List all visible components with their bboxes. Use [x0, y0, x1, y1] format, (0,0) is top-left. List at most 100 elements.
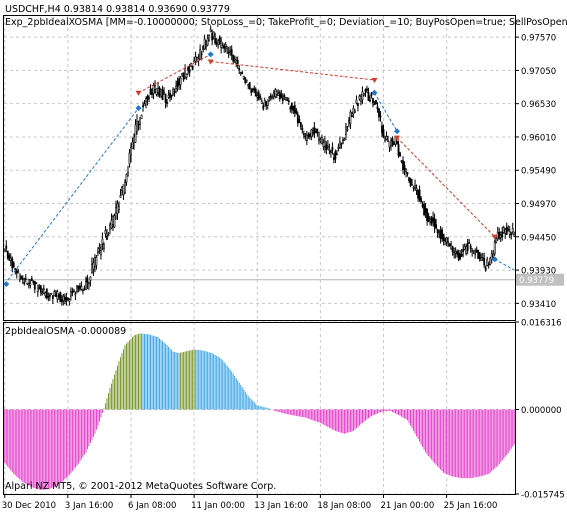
candle: [402, 156, 404, 175]
candle: [430, 216, 433, 226]
candle: [445, 236, 448, 246]
candle-body: [411, 184, 413, 186]
candle-body: [203, 38, 206, 50]
candle-body: [259, 96, 262, 98]
candle: [161, 85, 164, 101]
candle: [12, 261, 15, 269]
candle-body: [242, 75, 245, 79]
candle-body: [459, 253, 462, 259]
candle-body: [217, 40, 220, 45]
candle-body: [26, 282, 29, 285]
candle: [190, 62, 193, 67]
candle: [63, 293, 66, 305]
candle-body: [97, 251, 99, 254]
candle-body: [505, 227, 508, 235]
candle: [406, 172, 409, 177]
candle: [387, 135, 389, 142]
candle: [293, 101, 296, 117]
price-tick-label: 0.97050: [521, 67, 556, 77]
candle-body: [266, 99, 269, 106]
candle-body: [233, 58, 236, 61]
candle: [450, 240, 453, 250]
candle-body: [363, 92, 365, 96]
candle: [223, 43, 226, 53]
candle: [163, 87, 165, 95]
candle: [233, 55, 236, 63]
candle-body: [32, 281, 35, 283]
candle-body: [103, 244, 105, 249]
candle-body: [337, 147, 340, 149]
candle-body: [232, 55, 235, 62]
candle-body: [364, 89, 367, 92]
candle: [411, 178, 413, 186]
candle: [220, 37, 223, 54]
candle-body: [128, 152, 131, 165]
buy-marker: [394, 128, 401, 135]
candle-body: [474, 252, 477, 255]
candle-body: [77, 285, 80, 290]
candle: [480, 253, 483, 262]
candle-body: [313, 127, 316, 135]
candle: [281, 93, 284, 105]
candle-body: [468, 241, 471, 244]
sell-marker: [394, 135, 401, 141]
candle: [248, 81, 251, 90]
candle: [209, 25, 212, 33]
candle-body: [68, 299, 71, 302]
candle: [172, 87, 174, 97]
candle-body: [397, 144, 400, 156]
candle: [188, 64, 191, 77]
candle: [483, 252, 486, 268]
candle-body: [200, 53, 203, 56]
candle-body: [417, 190, 419, 199]
candle-body: [360, 95, 362, 102]
candle-body: [53, 291, 56, 297]
candle-body: [268, 96, 271, 99]
candle-body: [424, 208, 427, 213]
candle-body: [139, 117, 141, 125]
candle: [266, 99, 269, 110]
candle-body: [436, 229, 439, 234]
candle-body: [280, 93, 283, 99]
candle: [15, 268, 18, 279]
candle: [492, 250, 495, 259]
candle: [334, 149, 337, 163]
candle-body: [190, 63, 193, 67]
candle-body: [439, 230, 442, 239]
time-tick-label: 13 Jan 16:00: [254, 501, 308, 511]
candle-body: [208, 34, 211, 42]
candle: [26, 282, 29, 286]
candle: [466, 238, 469, 255]
candle: [313, 122, 316, 139]
candle: [265, 101, 268, 110]
candle: [326, 140, 329, 150]
candle-body: [408, 177, 410, 181]
candle: [361, 86, 364, 105]
candle-body: [38, 287, 41, 290]
price-panel: [3, 25, 516, 306]
candle-body: [427, 216, 430, 222]
candle: [24, 274, 27, 283]
symbol-header: USDCHF,H4 0.93814 0.93814 0.93690 0.9377…: [5, 4, 230, 15]
candle-body: [12, 262, 15, 268]
candle: [127, 165, 129, 177]
candle: [146, 94, 149, 106]
osma-frame: [3, 322, 516, 495]
candle: [17, 268, 20, 274]
candle-body: [263, 100, 266, 107]
candle-body: [381, 125, 383, 133]
candle-body: [98, 246, 101, 249]
candle: [408, 176, 410, 183]
candle: [490, 250, 493, 264]
candle: [331, 142, 334, 155]
candle-body: [107, 234, 110, 237]
candle-body: [496, 232, 499, 240]
candle-body: [45, 288, 48, 299]
candle-body: [29, 283, 32, 286]
candle-body: [142, 105, 144, 108]
candle: [369, 95, 371, 103]
candle: [379, 111, 382, 122]
candle-body: [133, 136, 135, 143]
candle-body: [23, 282, 26, 284]
candle: [322, 138, 325, 151]
